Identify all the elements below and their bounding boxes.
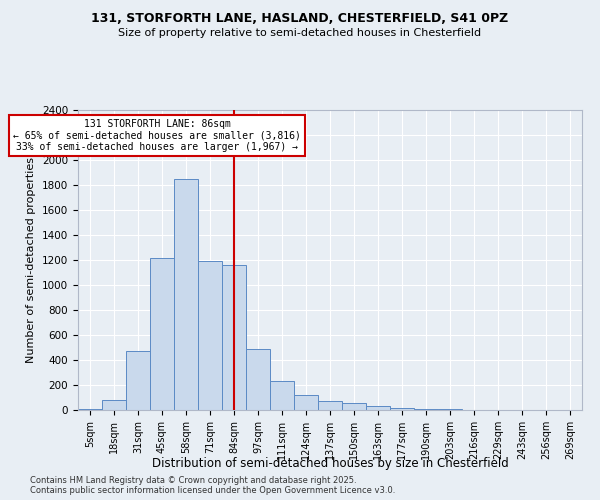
Bar <box>366 406 390 410</box>
Bar <box>174 179 198 410</box>
Bar <box>390 408 414 410</box>
Text: Distribution of semi-detached houses by size in Chesterfield: Distribution of semi-detached houses by … <box>152 458 508 470</box>
Bar <box>198 261 222 410</box>
Bar <box>246 349 270 410</box>
Bar <box>294 395 318 410</box>
Text: Size of property relative to semi-detached houses in Chesterfield: Size of property relative to semi-detach… <box>118 28 482 38</box>
Bar <box>414 409 438 410</box>
Bar <box>102 400 126 410</box>
Bar <box>270 380 294 410</box>
Text: Contains HM Land Registry data © Crown copyright and database right 2025.
Contai: Contains HM Land Registry data © Crown c… <box>30 476 395 495</box>
Bar <box>342 403 366 410</box>
Y-axis label: Number of semi-detached properties: Number of semi-detached properties <box>26 157 37 363</box>
Text: 131 STORFORTH LANE: 86sqm
← 65% of semi-detached houses are smaller (3,816)
33% : 131 STORFORTH LANE: 86sqm ← 65% of semi-… <box>13 118 301 152</box>
Bar <box>126 351 150 410</box>
Bar <box>318 401 342 410</box>
Text: 131, STORFORTH LANE, HASLAND, CHESTERFIELD, S41 0PZ: 131, STORFORTH LANE, HASLAND, CHESTERFIE… <box>91 12 509 26</box>
Bar <box>78 409 102 410</box>
Bar <box>150 258 174 410</box>
Bar <box>222 265 246 410</box>
